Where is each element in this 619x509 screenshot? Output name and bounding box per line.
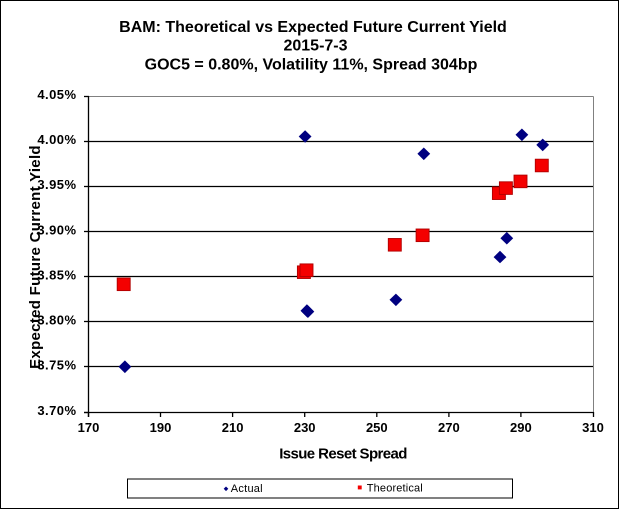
svg-text:Actual: Actual bbox=[231, 483, 263, 495]
svg-text:3.90%: 3.90% bbox=[37, 223, 76, 238]
svg-text:290: 290 bbox=[510, 420, 532, 435]
svg-text:230: 230 bbox=[294, 420, 316, 435]
svg-text:3.70%: 3.70% bbox=[37, 403, 76, 418]
svg-text:BAM: Theoretical vs Expected F: BAM: Theoretical vs Expected Future Curr… bbox=[119, 19, 507, 36]
svg-text:250: 250 bbox=[366, 420, 388, 435]
svg-text:3.75%: 3.75% bbox=[37, 358, 76, 373]
svg-text:4.05%: 4.05% bbox=[37, 87, 76, 102]
svg-text:3.80%: 3.80% bbox=[37, 313, 76, 328]
svg-text:210: 210 bbox=[222, 420, 244, 435]
svg-text:GOC5 = 0.80%, Volatility 11%,: GOC5 = 0.80%, Volatility 11%, Spread 304… bbox=[145, 57, 478, 74]
svg-text:Expected Future Current Yield: Expected Future Current Yield bbox=[27, 145, 44, 369]
svg-text:3.95%: 3.95% bbox=[37, 177, 76, 192]
svg-text:190: 190 bbox=[150, 420, 172, 435]
svg-text:Issue Reset Spread: Issue Reset Spread bbox=[279, 446, 407, 463]
svg-text:170: 170 bbox=[78, 420, 100, 435]
svg-text:Theoretical: Theoretical bbox=[367, 483, 423, 495]
svg-text:2015-7-3: 2015-7-3 bbox=[283, 38, 347, 55]
svg-text:4.00%: 4.00% bbox=[37, 132, 76, 147]
svg-text:270: 270 bbox=[438, 420, 460, 435]
svg-text:3.85%: 3.85% bbox=[37, 268, 76, 283]
svg-text:310: 310 bbox=[582, 420, 604, 435]
